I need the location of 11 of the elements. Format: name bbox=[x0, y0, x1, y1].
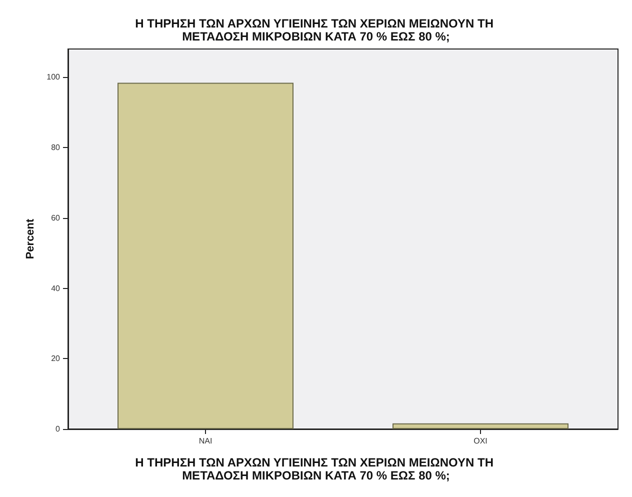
x-axis-title: Η ΤΗΡΗΣΗ ΤΩΝ ΑΡΧΩΝ ΥΓΙΕΙΝΗΣ ΤΩΝ ΧΕΡΙΩΝ ΜΕΙΩΝΟΥΝ ΤΗ ΜΕΤΑΔΟΣΗ ΜΙΚΡΟΒΙΩΝ ΚΑΤΑ 70 % ΕΩΣ 80 %; bbox=[135, 456, 497, 482]
y-tick-label: 80 bbox=[51, 143, 61, 152]
y-tick-label: 60 bbox=[51, 213, 61, 222]
y-tick-label: 0 bbox=[56, 424, 61, 434]
y-tick-label: 100 bbox=[46, 72, 61, 82]
y-axis-title: Percent bbox=[24, 218, 36, 260]
chart-title: Η ΤΗΡΗΣΗ ΤΩΝ ΑΡΧΩΝ ΥΓΙΕΙΝΗΣ ΤΩΝ ΧΕΡΙΩΝ ΜΕΙΩΝΟΥΝ ΤΗ ΜΕΤΑΔΟΣΗ ΜΙΚΡΟΒΙΩΝ ΚΑΤΑ 70 % ΕΩΣ 80 %; bbox=[135, 16, 497, 44]
x-tick-label: ΟΧΙ bbox=[474, 436, 488, 446]
y-tick-label: 40 bbox=[51, 284, 61, 293]
x-tick-label: ΝΑΙ bbox=[198, 436, 212, 446]
y-tick-label: 20 bbox=[51, 354, 61, 364]
